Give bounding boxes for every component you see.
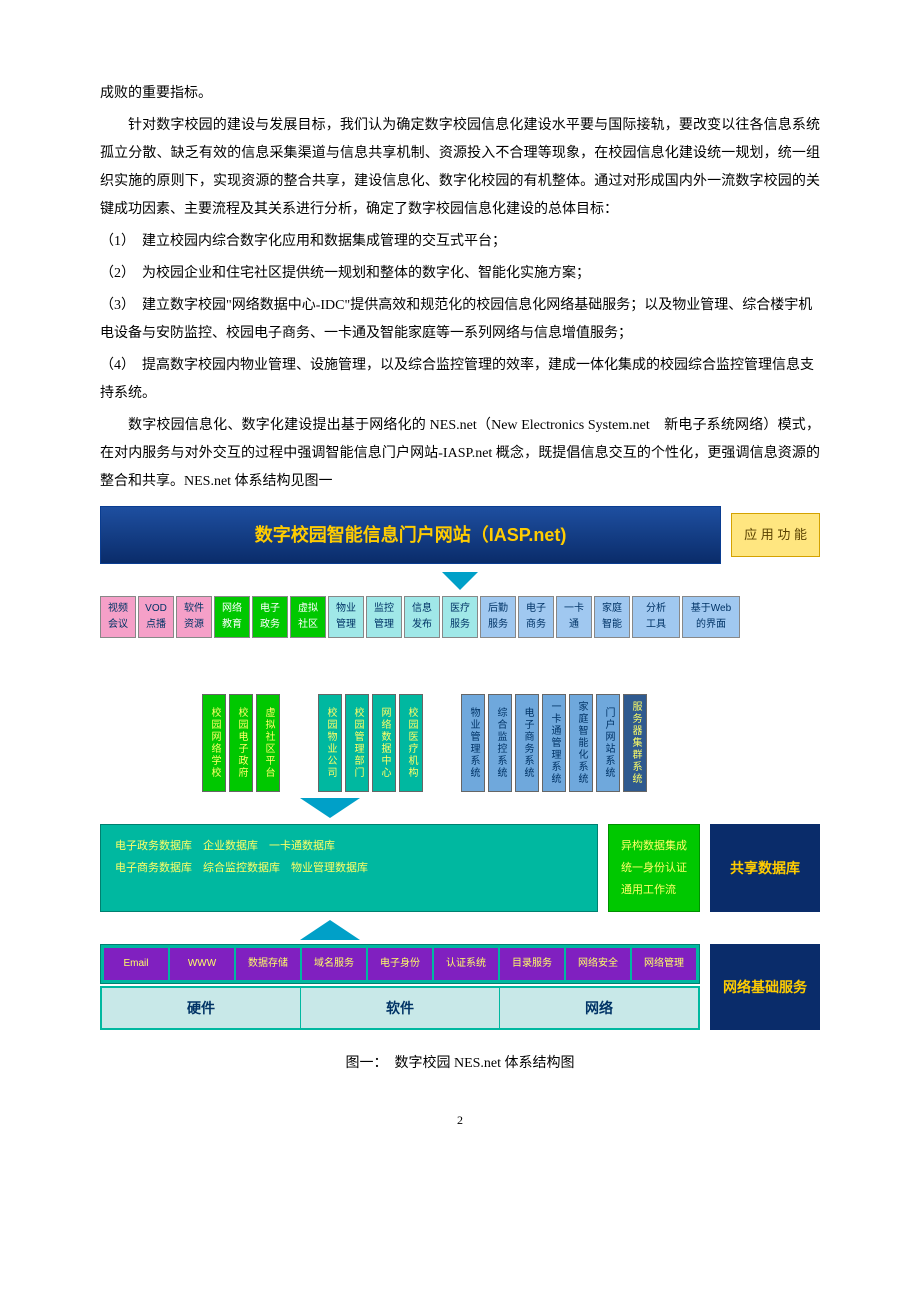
module-box: 基于Web的界面 xyxy=(682,596,740,638)
page-number: 2 xyxy=(100,1108,820,1132)
module-box: VOD点播 xyxy=(138,596,174,638)
org-box: 服务器集群系统 xyxy=(623,694,647,792)
db-mid-1: 异构数据集成 xyxy=(621,835,687,857)
module-box: 分析工具 xyxy=(632,596,680,638)
org-box: 校园管理部门 xyxy=(345,694,369,792)
shared-db-label: 共享数据库 xyxy=(710,824,820,912)
service-cell: WWW xyxy=(170,948,234,980)
module-box: 信息发布 xyxy=(404,596,440,638)
services-row: EmailWWW数据存储域名服务电子身份认证系统目录服务网络安全网络管理 硬件软… xyxy=(100,944,820,1030)
list-item-3: （3） 建立数字校园"网络数据中心-IDC"提供高效和规范化的校园信息化网络基础… xyxy=(100,292,820,348)
hw-cell: 硬件 xyxy=(102,988,301,1028)
list-item-4: （4） 提高数字校园内物业管理、设施管理，以及综合监控管理的效率，建成一体化集成… xyxy=(100,352,820,408)
db-mid-3: 通用工作流 xyxy=(621,879,687,901)
db-line2: 电子商务数据库 综合监控数据库 物业管理数据库 xyxy=(115,857,583,879)
module-box: 物业管理 xyxy=(328,596,364,638)
paragraph-0: 成败的重要指标。 xyxy=(100,80,820,108)
service-cell: 电子身份 xyxy=(368,948,432,980)
module-box: 后勤服务 xyxy=(480,596,516,638)
module-box: 视频会议 xyxy=(100,596,136,638)
org-box: 网络数据中心 xyxy=(372,694,396,792)
module-box: 电子商务 xyxy=(518,596,554,638)
db-list: 电子政务数据库 企业数据库 一卡通数据库 电子商务数据库 综合监控数据库 物业管… xyxy=(100,824,598,912)
figure-caption: 图一： 数字校园 NES.net 体系结构图 xyxy=(100,1050,820,1078)
service-cell: 认证系统 xyxy=(434,948,498,980)
db-integration: 异构数据集成 统一身份认证 通用工作流 xyxy=(608,824,700,912)
list-item-2: （2） 为校园企业和住宅社区提供统一规划和整体的数字化、智能化实施方案； xyxy=(100,260,820,288)
arrow-down-icon xyxy=(442,572,478,590)
service-cell: 网络安全 xyxy=(566,948,630,980)
arrow-up-icon xyxy=(300,920,360,940)
org-box: 一卡通管理系统 xyxy=(542,694,566,792)
module-box: 电子政务 xyxy=(252,596,288,638)
module-box: 监控管理 xyxy=(366,596,402,638)
app-function-label: 应 用 功 能 xyxy=(731,513,820,557)
portal-title: 数字校园智能信息门户网站（IASP.net) xyxy=(100,506,721,564)
service-cell: 网络管理 xyxy=(632,948,696,980)
vertical-orgs-row: 校园网络学校校园电子政府虚拟社区平台 校园物业公司校园管理部门网络数据中心校园医… xyxy=(100,694,820,792)
arrow-down-icon xyxy=(300,798,360,818)
paragraph-2: 数字校园信息化、数字化建设提出基于网络化的 NES.net（New Electr… xyxy=(100,412,820,496)
module-box: 医疗服务 xyxy=(442,596,478,638)
paragraph-1: 针对数字校园的建设与发展目标，我们认为确定数字校园信息化建设水平要与国际接轨，要… xyxy=(100,112,820,224)
module-box: 一卡通 xyxy=(556,596,592,638)
net-base-service-label: 网络基础服务 xyxy=(710,944,820,1030)
modules-row: 视频会议VOD点播软件资源网络教育电子政务虚拟社区物业管理监控管理信息发布医疗服… xyxy=(100,596,820,638)
service-cell: 数据存储 xyxy=(236,948,300,980)
org-box: 校园物业公司 xyxy=(318,694,342,792)
org-box: 综合监控系统 xyxy=(488,694,512,792)
module-box: 软件资源 xyxy=(176,596,212,638)
module-box: 网络教育 xyxy=(214,596,250,638)
org-box: 家庭智能化系统 xyxy=(569,694,593,792)
module-box: 虚拟社区 xyxy=(290,596,326,638)
db-mid-2: 统一身份认证 xyxy=(621,857,687,879)
service-cell: 目录服务 xyxy=(500,948,564,980)
org-box: 校园电子政府 xyxy=(229,694,253,792)
connector-spacer xyxy=(100,644,820,694)
database-row: 电子政务数据库 企业数据库 一卡通数据库 电子商务数据库 综合监控数据库 物业管… xyxy=(100,824,820,912)
org-box: 物业管理系统 xyxy=(461,694,485,792)
service-strip: EmailWWW数据存储域名服务电子身份认证系统目录服务网络安全网络管理 xyxy=(100,944,700,984)
nes-net-diagram: 数字校园智能信息门户网站（IASP.net) 应 用 功 能 视频会议VOD点播… xyxy=(100,506,820,1030)
hw-cell: 网络 xyxy=(500,988,698,1028)
org-box: 电子商务系统 xyxy=(515,694,539,792)
hw-cell: 软件 xyxy=(301,988,500,1028)
db-line1: 电子政务数据库 企业数据库 一卡通数据库 xyxy=(115,835,583,857)
list-item-1: （1） 建立校园内综合数字化应用和数据集成管理的交互式平台； xyxy=(100,228,820,256)
service-cell: Email xyxy=(104,948,168,980)
service-cell: 域名服务 xyxy=(302,948,366,980)
org-box: 门户网站系统 xyxy=(596,694,620,792)
org-box: 校园网络学校 xyxy=(202,694,226,792)
hw-sw-net-row: 硬件软件网络 xyxy=(100,986,700,1030)
org-box: 校园医疗机构 xyxy=(399,694,423,792)
org-box: 虚拟社区平台 xyxy=(256,694,280,792)
module-box: 家庭智能 xyxy=(594,596,630,638)
